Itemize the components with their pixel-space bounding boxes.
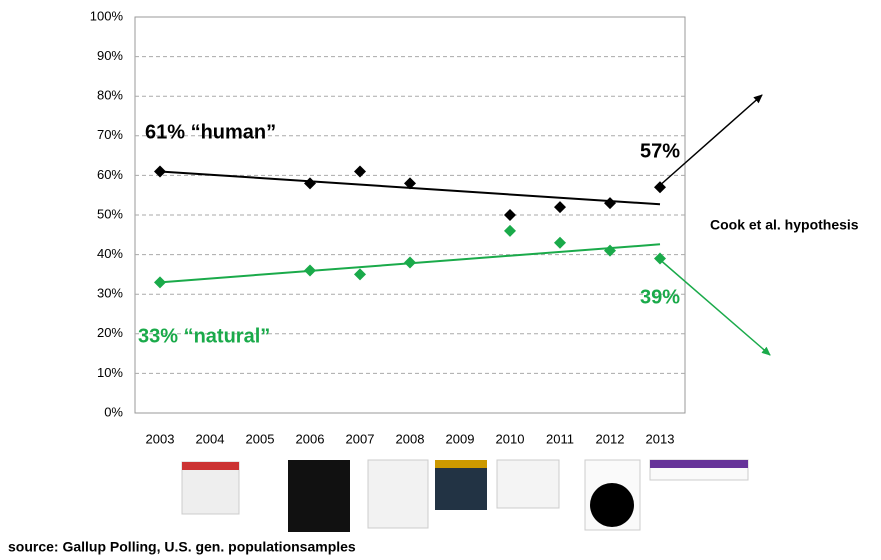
thumbnail-bar — [650, 460, 748, 468]
x-tick-label: 2011 — [546, 431, 574, 446]
x-tick-label: 2009 — [446, 431, 475, 446]
marker — [354, 165, 366, 178]
thumbnail-bar — [435, 460, 487, 468]
thumbnail — [496, 459, 560, 509]
arrow — [657, 94, 763, 188]
y-tick-label: 20% — [97, 325, 123, 340]
marker — [604, 244, 616, 257]
marker — [554, 236, 566, 249]
marker — [654, 252, 666, 265]
marker — [504, 209, 516, 221]
y-tick-label: 0% — [104, 404, 123, 419]
marker — [404, 256, 416, 269]
thumbnails — [181, 459, 749, 532]
annotation: 39% — [640, 286, 680, 308]
thumbnail — [181, 461, 240, 515]
arrow — [657, 257, 771, 356]
y-tick-label: 90% — [97, 48, 123, 63]
y-tick-label: 30% — [97, 286, 123, 301]
x-tick-label: 2006 — [296, 431, 325, 446]
thumbnail-bar — [182, 462, 239, 470]
grid — [135, 56, 685, 374]
marker — [304, 177, 316, 190]
y-tick-label: 50% — [97, 206, 123, 221]
x-tick-label: 2005 — [246, 431, 275, 446]
y-tick-label: 10% — [97, 365, 123, 380]
y-tick-label: 70% — [97, 127, 123, 142]
x-tick-label: 2007 — [346, 431, 375, 446]
annotation: Cook et al. hypothesis — [710, 217, 859, 233]
x-tick-label: 2010 — [496, 431, 525, 446]
marker — [154, 165, 166, 178]
x-tick-label: 2008 — [396, 431, 425, 446]
x-tick-label: 2003 — [146, 431, 175, 446]
marker — [154, 276, 166, 289]
source: source: Gallup Polling, U.S. gen. popula… — [8, 539, 356, 555]
thumbnail — [435, 460, 487, 510]
annotation: 33% “natural” — [138, 325, 270, 347]
marker — [604, 197, 616, 210]
y-tick-label: 60% — [97, 167, 123, 182]
y-tick-label: 40% — [97, 246, 123, 261]
y-tick-label: 100% — [90, 8, 124, 23]
marker — [304, 264, 316, 277]
marker — [554, 201, 566, 214]
thumbnail — [367, 459, 429, 529]
annotation: 57% — [640, 140, 680, 162]
thumbnail — [288, 460, 350, 532]
marker — [504, 224, 516, 237]
x-tick-label: 2013 — [646, 431, 675, 446]
x-tick-label: 2004 — [196, 431, 225, 446]
thumbnail-circle — [590, 483, 634, 527]
marker — [654, 181, 666, 194]
annotation: 61% “human” — [145, 121, 276, 143]
x-tick-label: 2012 — [596, 431, 625, 446]
marker — [354, 268, 366, 281]
y-tick-label: 80% — [97, 88, 123, 103]
marker — [404, 177, 416, 190]
